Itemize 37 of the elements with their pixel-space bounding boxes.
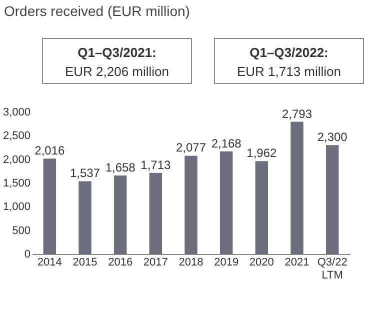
y-tick-label: 500 — [12, 224, 30, 237]
text-box: Q1–Q3/2022: EUR 1,713 million — [214, 38, 364, 84]
x-tick-label: 2014 — [37, 256, 62, 268]
text-box: Q1–Q3/2021: EUR 2,206 million — [42, 38, 192, 84]
y-tick-label: 1,500 — [2, 178, 30, 190]
x-tick-label: 2017 — [143, 256, 168, 268]
x-tick-label: 2021 — [284, 256, 310, 268]
data-label: 2,077 — [176, 140, 206, 155]
bar — [290, 122, 304, 254]
x-tick-label: 2020 — [249, 256, 274, 268]
bar — [43, 158, 56, 254]
x-tick-label: 2018 — [178, 256, 204, 268]
x-tick-label: 2019 — [214, 256, 239, 268]
y-tick-label: 2,000 — [2, 154, 30, 166]
x-tick-label: Q3/22 LTM — [317, 256, 348, 282]
bar — [255, 161, 268, 254]
data-label: 2,300 — [317, 130, 348, 144]
y-tick-label: 2,500 — [2, 130, 30, 142]
y-tick-label: 1,000 — [2, 201, 30, 214]
x-tick-label: 2016 — [108, 256, 133, 268]
bar — [78, 181, 92, 254]
bar — [149, 172, 162, 254]
y-tick-label: 0 — [24, 248, 30, 260]
bar — [326, 145, 339, 254]
bar — [220, 151, 233, 254]
y-tick-label: 3,000 — [2, 106, 30, 118]
data-label: 2,016 — [34, 144, 66, 158]
chart-title: Orders received (EUR million) — [4, 3, 190, 19]
bar — [184, 156, 198, 254]
data-label: 1,658 — [105, 160, 136, 175]
data-label: 2,168 — [211, 136, 242, 150]
data-label: 1,962 — [246, 146, 278, 160]
data-label: 1,713 — [140, 158, 172, 172]
bar — [114, 176, 127, 254]
data-label: 1,537 — [70, 166, 100, 180]
data-label: 2,793 — [282, 106, 312, 121]
x-tick-label: 2015 — [72, 256, 98, 268]
